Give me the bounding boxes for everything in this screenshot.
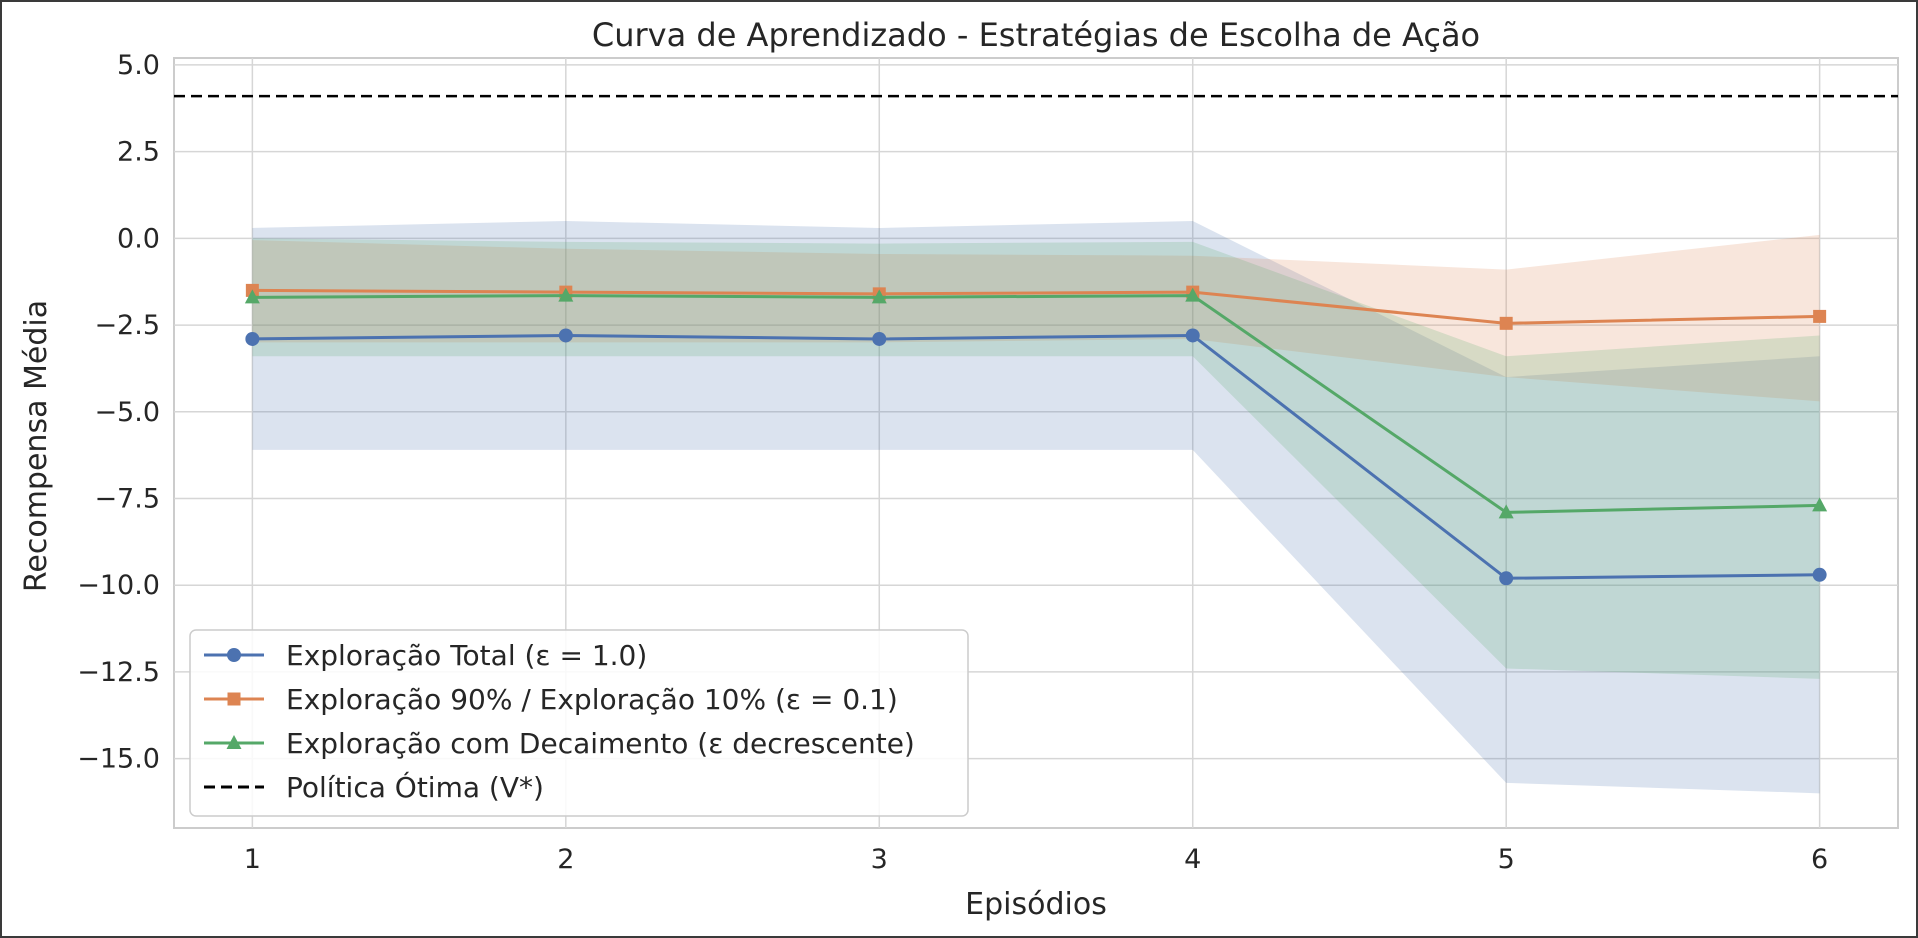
y-tick-label: −12.5	[77, 657, 160, 688]
legend-marker	[227, 692, 241, 706]
band-series-1	[252, 221, 1820, 794]
y-tick-label: −5.0	[94, 397, 160, 428]
x-axis-label: Episódios	[965, 887, 1107, 922]
point-series-1	[558, 328, 573, 343]
legend-box	[189, 629, 969, 817]
legend: Exploração Total (ε = 1.0) Exploração 90%…	[189, 629, 969, 817]
point-series-1	[1499, 571, 1514, 586]
y-tick-label: −7.5	[94, 483, 160, 514]
y-tick-label: −10.0	[77, 570, 160, 601]
legend-label: Exploração com Decaimento (ε decrescente…	[286, 727, 915, 760]
y-tick-label: −2.5	[94, 310, 160, 341]
point-series-2	[1499, 316, 1513, 330]
point-series-3	[1185, 287, 1201, 302]
point-series-3	[1812, 497, 1828, 512]
band-series-2	[252, 234, 1820, 402]
point-series-3	[244, 289, 260, 304]
chart-title: Curva de Aprendizado - Estratégias de Es…	[592, 16, 1480, 54]
confidence-bands	[252, 221, 1820, 794]
x-tick-label: 4	[1184, 844, 1201, 875]
point-series-2	[1813, 309, 1827, 323]
point-series-3	[871, 289, 887, 304]
y-tick-label: 5.0	[117, 50, 160, 81]
point-series-1	[1812, 567, 1827, 582]
point-series-1	[1185, 328, 1200, 343]
series-lines	[244, 283, 1828, 586]
point-series-1	[245, 331, 260, 346]
y-tick-labels: 5.0 2.5 0.0 −2.5 −5.0 −7.5 −10.0 −12.5 −15.0	[77, 50, 160, 775]
x-tick-labels: 1 2 3 4 5 6	[244, 844, 1828, 875]
line-series-2	[252, 288, 1820, 325]
x-tick-label: 3	[871, 844, 888, 875]
legend-label: Exploração Total (ε = 1.0)	[286, 639, 647, 672]
legend-label: Política Ótima (V*)	[286, 770, 544, 804]
legend-label: Exploração 90% / Exploração 10% (ε = 0.1…	[286, 683, 898, 716]
y-tick-label: 2.5	[117, 137, 160, 168]
legend-marker	[226, 735, 242, 749]
y-tick-label: −15.0	[77, 744, 160, 775]
point-series-1	[872, 331, 887, 346]
x-tick-label: 6	[1811, 844, 1828, 875]
x-tick-label: 5	[1498, 844, 1515, 875]
y-axis-label: Recompensa Média	[19, 300, 54, 592]
point-series-3	[558, 287, 574, 302]
point-series-3	[1498, 504, 1514, 519]
band-series-3	[252, 238, 1820, 679]
line-series-3	[252, 294, 1820, 514]
line-series-1	[252, 333, 1820, 580]
legend-marker	[227, 648, 241, 662]
x-tick-label: 2	[557, 844, 574, 875]
y-tick-label: 0.0	[117, 223, 160, 254]
x-tick-label: 1	[244, 844, 261, 875]
